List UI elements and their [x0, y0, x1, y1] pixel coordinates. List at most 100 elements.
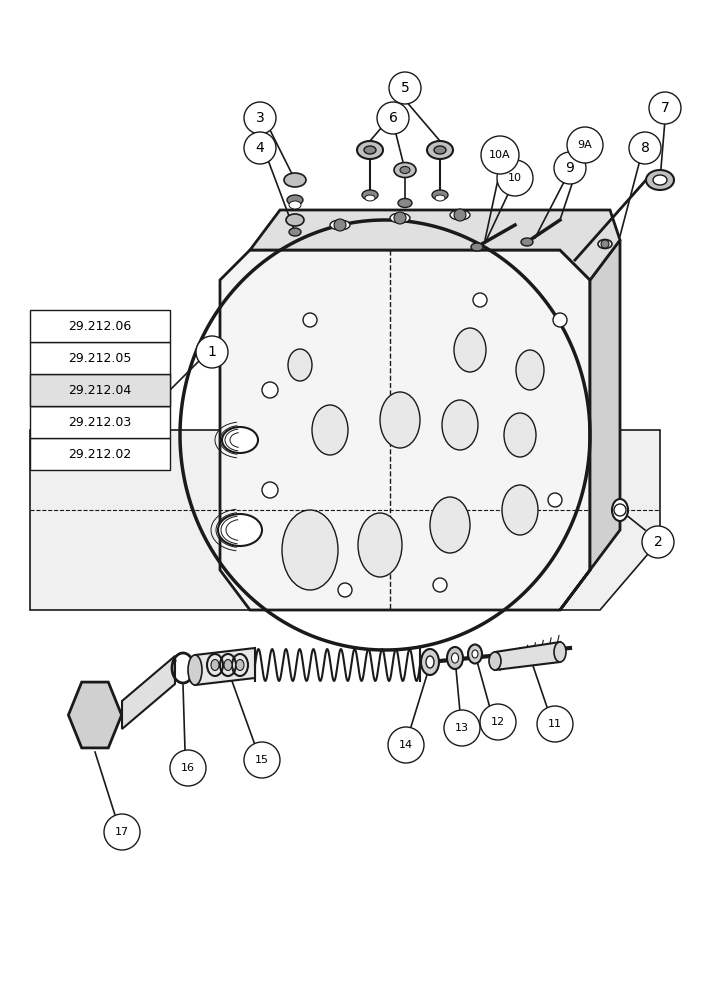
Text: 9: 9 — [566, 161, 575, 175]
Ellipse shape — [330, 220, 350, 230]
Ellipse shape — [358, 513, 402, 577]
Ellipse shape — [434, 146, 446, 154]
Text: 29.212.02: 29.212.02 — [68, 448, 132, 460]
Text: 10: 10 — [508, 173, 522, 183]
Ellipse shape — [286, 214, 304, 226]
Circle shape — [303, 313, 317, 327]
Ellipse shape — [400, 166, 410, 174]
Text: 2: 2 — [654, 535, 662, 549]
Text: 17: 17 — [115, 827, 129, 837]
Circle shape — [244, 742, 280, 778]
Ellipse shape — [471, 243, 483, 251]
Text: 29.212.06: 29.212.06 — [68, 320, 132, 332]
Text: 13: 13 — [455, 723, 469, 733]
Bar — [30, 374, 170, 406]
Ellipse shape — [447, 647, 463, 669]
Ellipse shape — [365, 195, 375, 201]
Text: 7: 7 — [661, 101, 670, 115]
Polygon shape — [30, 430, 660, 610]
Ellipse shape — [502, 485, 538, 535]
Circle shape — [388, 727, 424, 763]
Ellipse shape — [427, 141, 453, 159]
Text: 10A: 10A — [489, 150, 510, 160]
Text: 4: 4 — [256, 141, 264, 155]
Circle shape — [454, 209, 466, 221]
Circle shape — [433, 578, 447, 592]
Ellipse shape — [362, 190, 378, 200]
Circle shape — [614, 504, 626, 516]
Ellipse shape — [284, 173, 306, 187]
Text: 1: 1 — [207, 345, 217, 359]
Text: 29.212.04: 29.212.04 — [68, 383, 132, 396]
Polygon shape — [122, 656, 175, 729]
Circle shape — [170, 750, 206, 786]
Ellipse shape — [432, 190, 448, 200]
Circle shape — [642, 526, 674, 558]
Ellipse shape — [598, 239, 612, 248]
Bar — [30, 406, 170, 438]
Ellipse shape — [289, 228, 301, 236]
Text: 29.212.03: 29.212.03 — [68, 416, 132, 428]
Circle shape — [262, 482, 278, 498]
Circle shape — [537, 706, 573, 742]
Ellipse shape — [188, 655, 202, 685]
Circle shape — [473, 293, 487, 307]
Ellipse shape — [504, 413, 536, 457]
Ellipse shape — [554, 642, 566, 662]
Circle shape — [104, 814, 140, 850]
Circle shape — [389, 72, 421, 104]
Circle shape — [480, 704, 516, 740]
Circle shape — [567, 127, 603, 163]
Circle shape — [394, 212, 406, 224]
Circle shape — [553, 313, 567, 327]
Circle shape — [377, 102, 409, 134]
Ellipse shape — [224, 660, 232, 670]
Polygon shape — [195, 648, 255, 685]
Text: 12: 12 — [491, 717, 505, 727]
Ellipse shape — [222, 427, 258, 453]
Ellipse shape — [287, 195, 303, 205]
Circle shape — [338, 583, 352, 597]
Circle shape — [244, 102, 276, 134]
Circle shape — [548, 493, 562, 507]
Text: 15: 15 — [255, 755, 269, 765]
Ellipse shape — [289, 201, 301, 209]
Ellipse shape — [653, 175, 667, 185]
Ellipse shape — [468, 645, 482, 664]
Ellipse shape — [211, 660, 219, 670]
Polygon shape — [68, 682, 122, 748]
Ellipse shape — [521, 238, 533, 246]
Text: 11: 11 — [548, 719, 562, 729]
Ellipse shape — [282, 510, 338, 590]
Ellipse shape — [421, 649, 439, 675]
Circle shape — [629, 132, 661, 164]
Ellipse shape — [394, 162, 416, 178]
Circle shape — [196, 336, 228, 368]
Ellipse shape — [451, 653, 459, 663]
Bar — [30, 310, 170, 342]
Ellipse shape — [390, 213, 410, 223]
Text: 5: 5 — [400, 81, 410, 95]
Text: 16: 16 — [181, 763, 195, 773]
Circle shape — [481, 136, 519, 174]
Circle shape — [334, 219, 346, 231]
Ellipse shape — [454, 328, 486, 372]
Polygon shape — [250, 210, 620, 280]
Polygon shape — [495, 642, 560, 670]
Ellipse shape — [380, 392, 420, 448]
Ellipse shape — [646, 170, 674, 190]
Ellipse shape — [435, 195, 445, 201]
Ellipse shape — [357, 141, 383, 159]
Circle shape — [262, 382, 278, 398]
Ellipse shape — [364, 146, 376, 154]
Text: 6: 6 — [389, 111, 397, 125]
Polygon shape — [560, 240, 620, 610]
Text: 29.212.05: 29.212.05 — [68, 352, 132, 364]
Ellipse shape — [442, 400, 478, 450]
Circle shape — [601, 240, 609, 248]
Ellipse shape — [450, 210, 470, 220]
Ellipse shape — [612, 499, 628, 521]
Ellipse shape — [489, 652, 501, 670]
Ellipse shape — [426, 656, 434, 668]
Ellipse shape — [236, 660, 244, 670]
